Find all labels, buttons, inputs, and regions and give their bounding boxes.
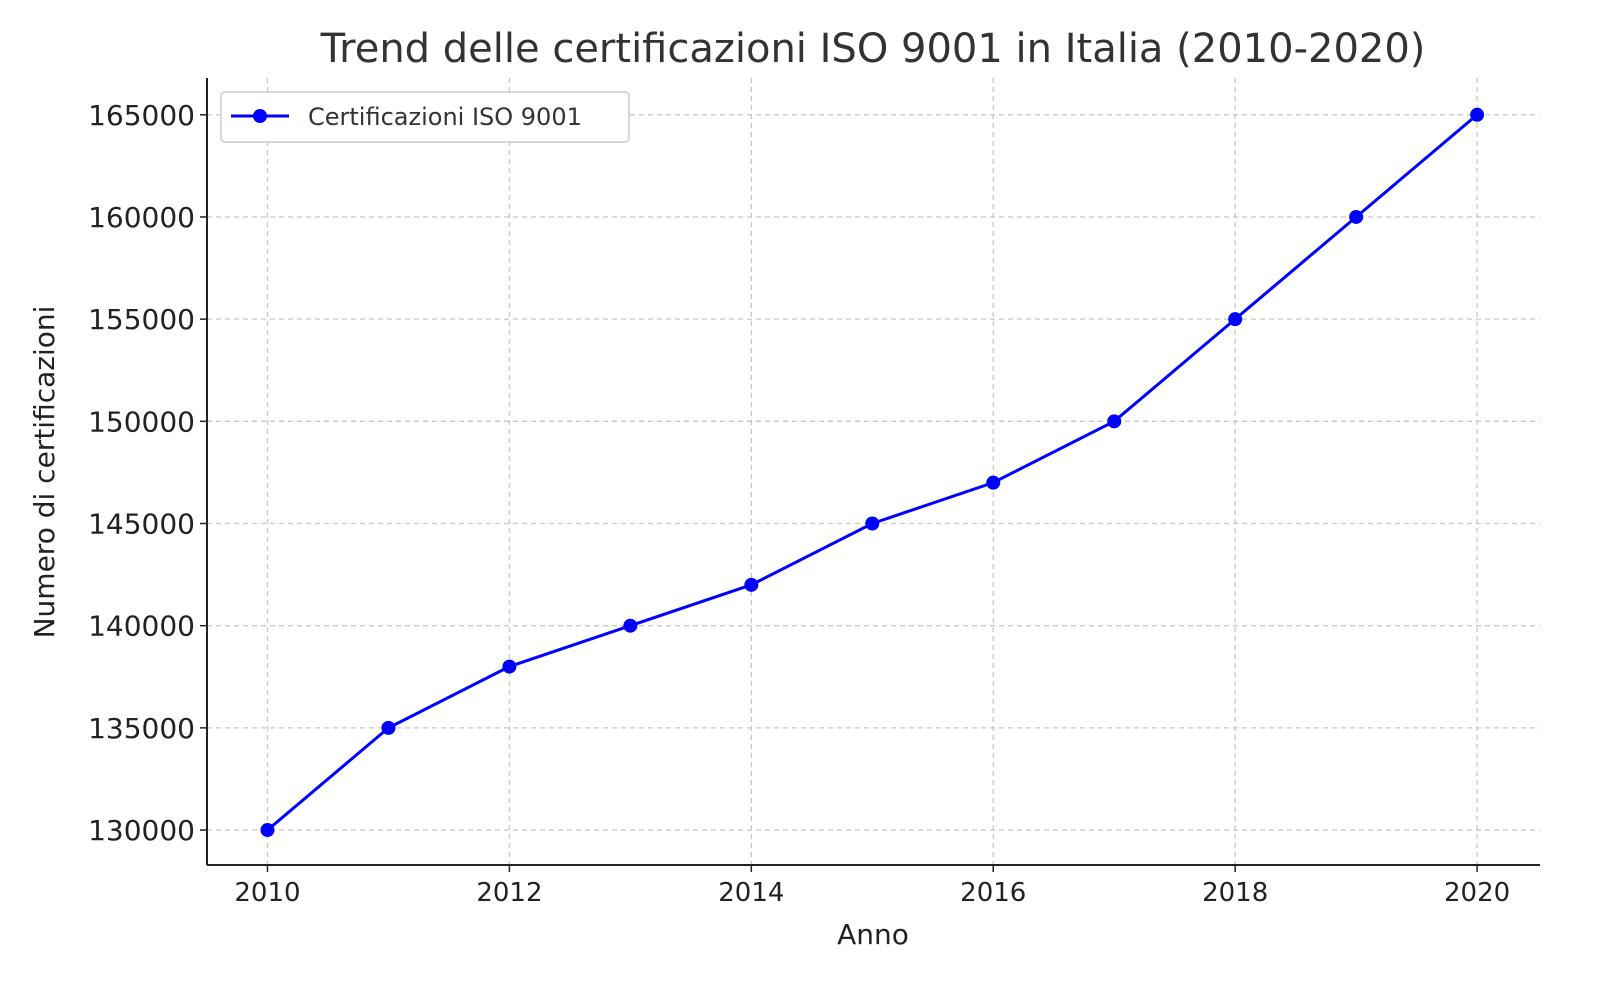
series-line	[266, 113, 1479, 832]
x-tick-label: 2016	[960, 878, 1026, 908]
y-tick-label: 150000	[88, 405, 195, 438]
x-axis-label: Anno	[837, 918, 909, 951]
legend-box	[220, 91, 630, 143]
y-tick-label: 135000	[88, 712, 195, 745]
y-tick-label: 130000	[88, 814, 195, 847]
y-axis-label: Numero di certificazioni	[28, 306, 61, 639]
grid	[207, 78, 1540, 865]
data-point	[1349, 209, 1364, 224]
data-point	[744, 577, 759, 592]
data-point	[1107, 414, 1122, 429]
data-point	[1470, 107, 1485, 122]
tick-labels: 2010 2012 2014 2016 2018 2020 130000 135000 1400…	[88, 99, 1510, 908]
data-point	[865, 516, 880, 531]
data-point	[623, 618, 638, 633]
y-tick-label: 165000	[88, 99, 195, 132]
data-point	[986, 475, 1001, 490]
y-tick-label: 155000	[88, 303, 195, 336]
legend-label: Certificazioni ISO 9001	[308, 103, 582, 131]
x-tick-label: 2014	[718, 878, 784, 908]
data-point	[1228, 312, 1243, 327]
x-tick-label: 2010	[234, 878, 300, 908]
data-point	[260, 823, 275, 838]
x-tick-label: 2018	[1202, 878, 1268, 908]
series	[260, 107, 1485, 838]
y-tick-label: 140000	[88, 610, 195, 643]
legend-marker	[253, 109, 267, 123]
chart-title: Trend delle certificazioni ISO 9001 in I…	[320, 26, 1426, 72]
x-tick-label: 2012	[476, 878, 542, 908]
data-point	[502, 659, 517, 674]
data-point	[381, 720, 396, 735]
x-tick-label: 2020	[1444, 878, 1510, 908]
y-tick-label: 160000	[88, 201, 195, 234]
y-tick-label: 145000	[88, 508, 195, 541]
axes	[200, 78, 1540, 872]
legend: Certificazioni ISO 9001	[220, 91, 630, 143]
